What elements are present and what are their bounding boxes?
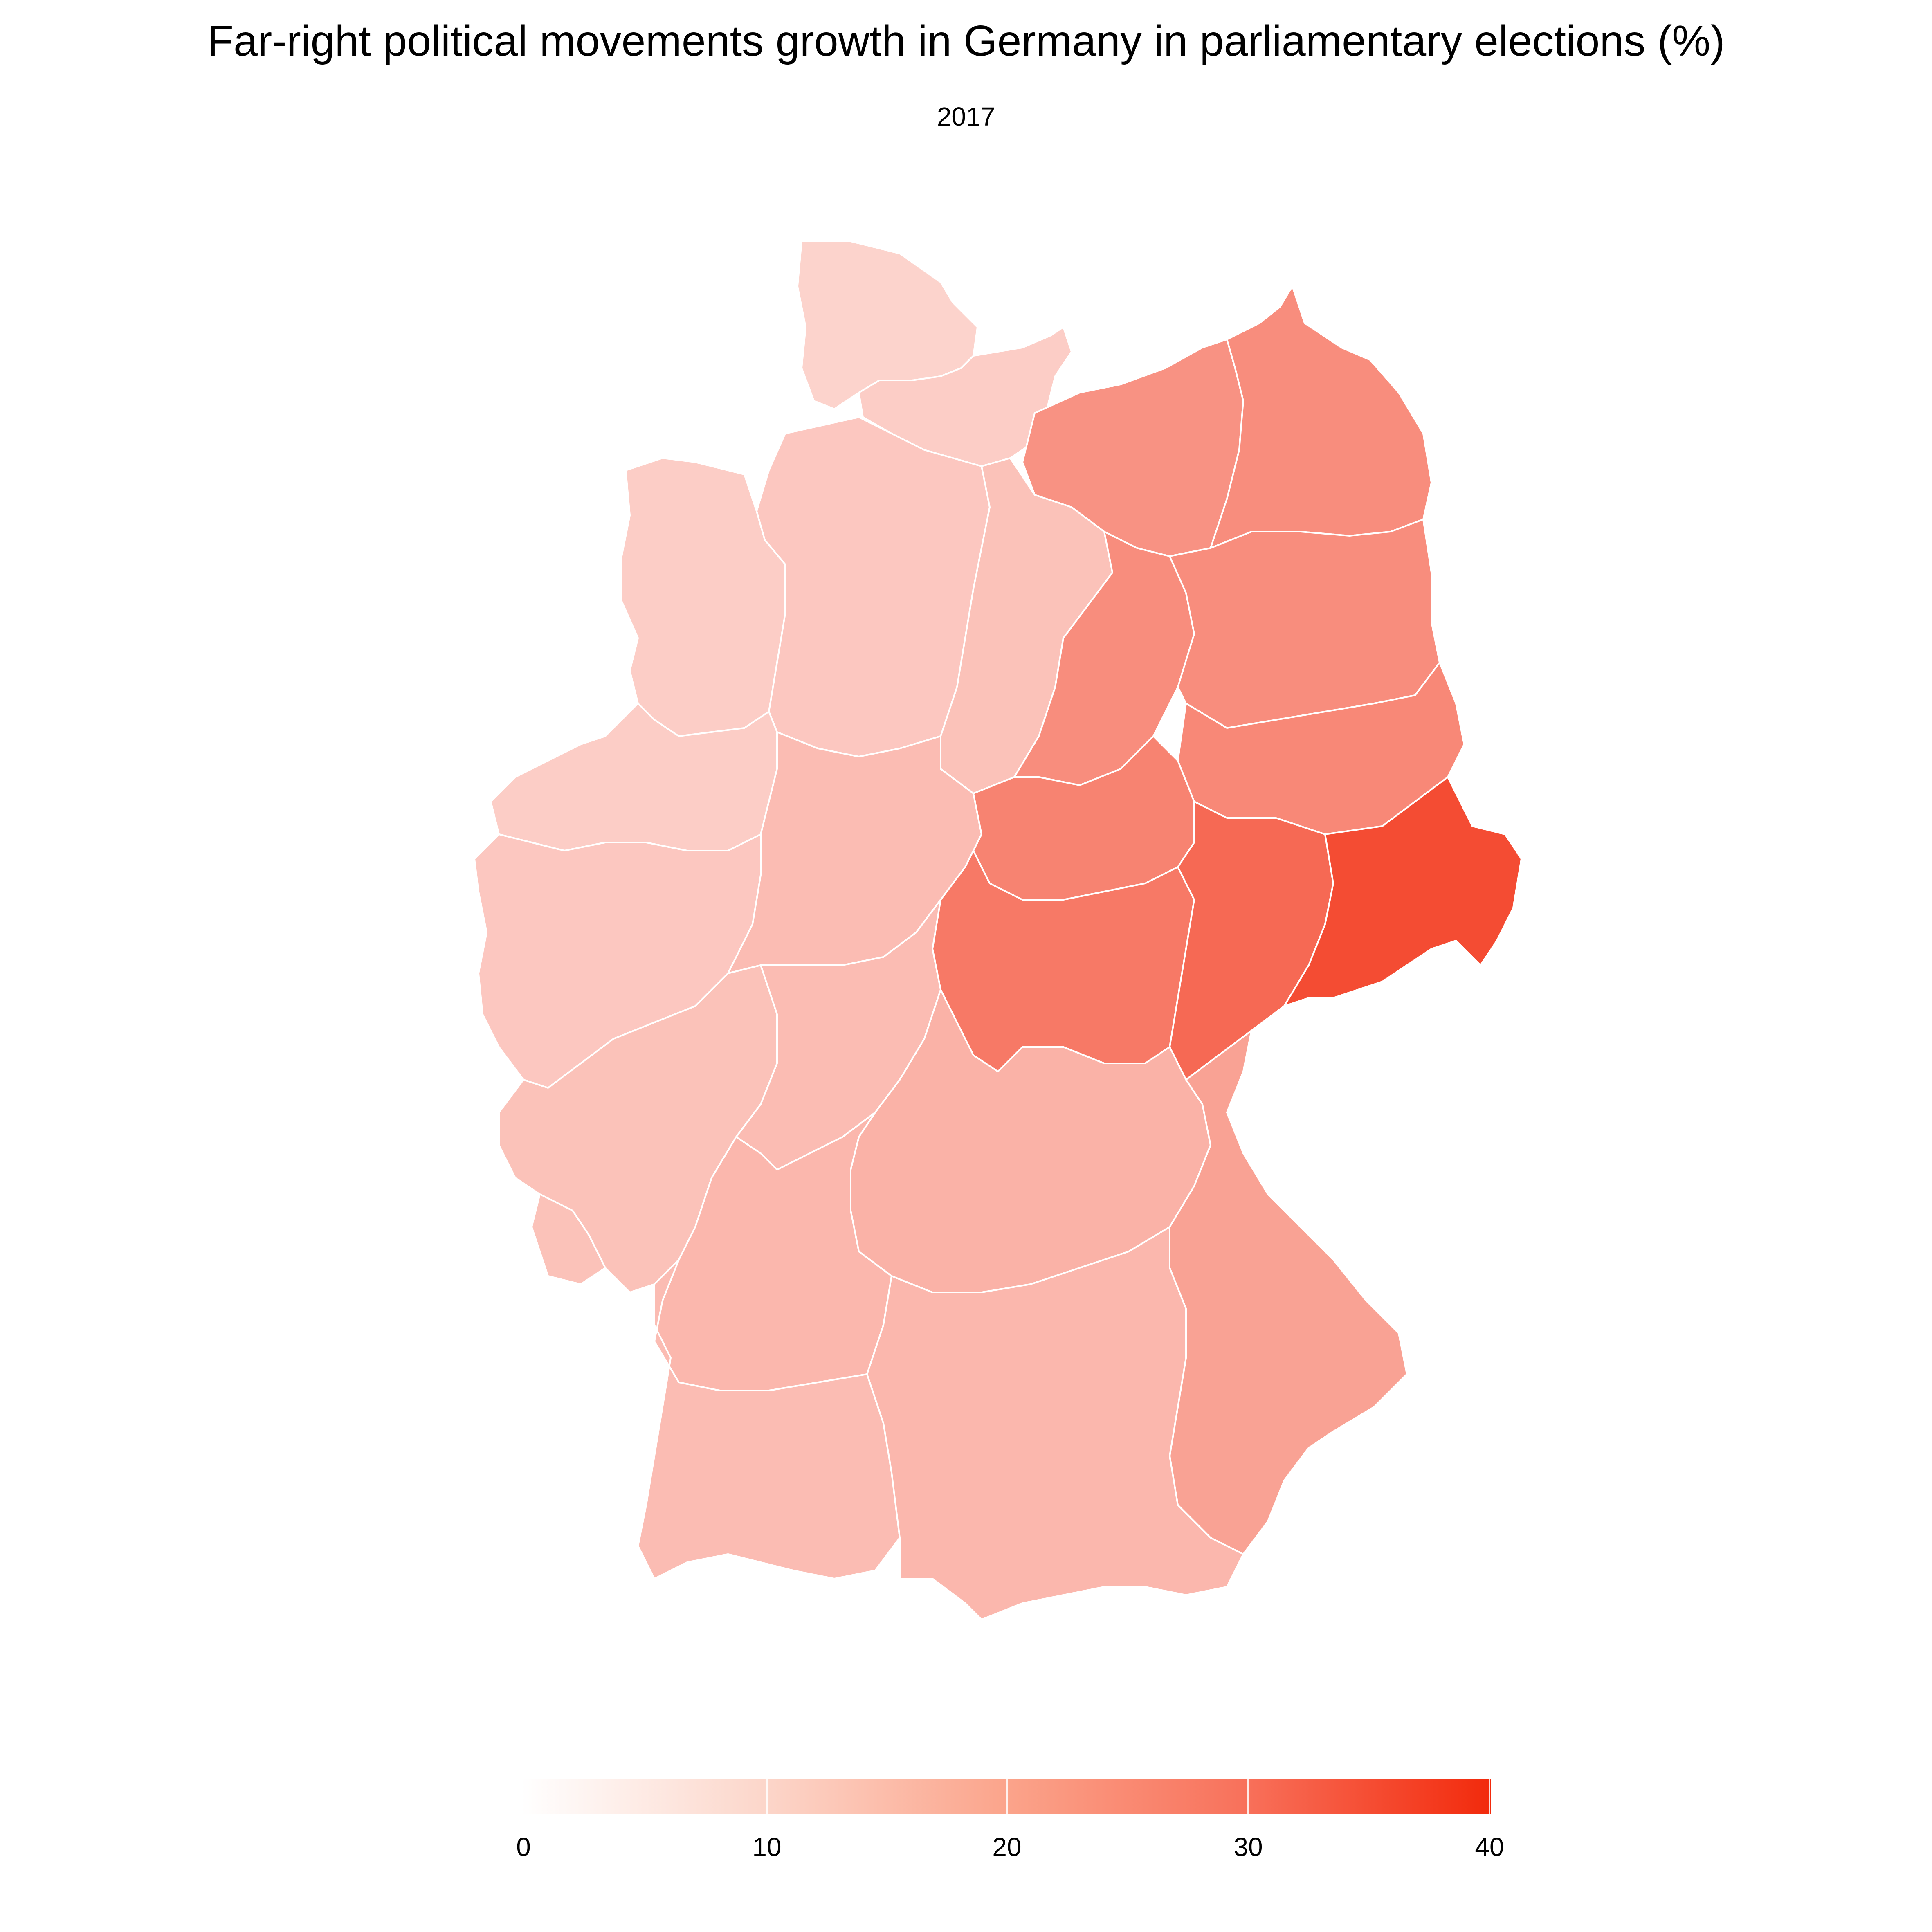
- zone-saarland: [531, 1193, 606, 1285]
- zone-saxony-east: [1283, 776, 1522, 1007]
- zone-mecklenburg-east: [1210, 285, 1432, 549]
- legend-tick-mark-40: [1489, 1779, 1490, 1814]
- chart-subtitle: 2017: [937, 102, 995, 131]
- legend-tick-label-30: 30: [1233, 1832, 1263, 1862]
- legend-tick-mark-20: [1006, 1779, 1008, 1814]
- legend-tick-label-20: 20: [992, 1832, 1022, 1862]
- chart-title: Far-right political movements growth in …: [207, 17, 1725, 65]
- zone-brandenburg-north: [1169, 519, 1440, 729]
- zone-bavaria-east: [1169, 1030, 1408, 1555]
- legend-tick-label-10: 10: [752, 1832, 782, 1862]
- zone-saxony-west: [1169, 801, 1334, 1081]
- zone-baden-wurttemberg-south: [637, 1259, 901, 1579]
- legend-tick-label-40: 40: [1475, 1832, 1504, 1862]
- legend-tick-label-0: 0: [516, 1832, 531, 1862]
- legend-tick-mark-30: [1247, 1779, 1249, 1814]
- zone-bavaria-south: [866, 1226, 1244, 1620]
- legend-tick-mark-10: [766, 1779, 768, 1814]
